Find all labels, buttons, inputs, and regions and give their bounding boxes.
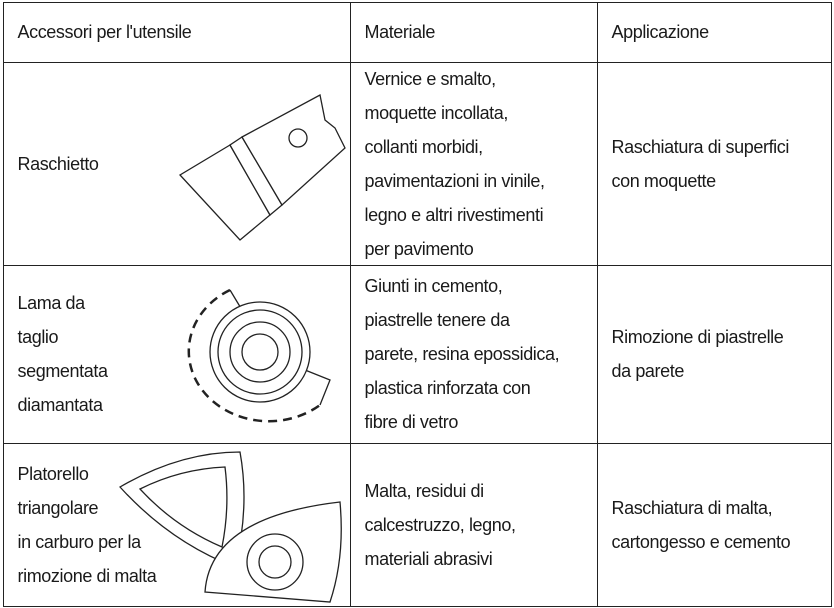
cell-text: da parete <box>611 361 685 381</box>
cell-text: piastrelle tenere da <box>364 310 511 330</box>
cell-text: per pavimento <box>364 238 474 259</box>
cell-text: parete, resina epossidica, <box>364 344 560 364</box>
triangle-pad-illustration <box>118 451 342 603</box>
cell-text: moquette incollata, <box>364 102 509 123</box>
cell-text: fibre di vetro <box>364 412 459 432</box>
cell-text: Giunti in cemento, <box>364 276 503 296</box>
table-cell: Lama da taglio segmentata diamantata <box>2 264 351 444</box>
cell-text: pavimentazioni in vinile, <box>364 170 546 191</box>
table-cell: Vernice e smalto, moquette incollata, coll… <box>349 61 598 266</box>
cell-text: rimozione di malta <box>17 565 157 586</box>
cell-text: materiali abrasivi <box>364 548 493 569</box>
cell-text: plastica rinforzata con <box>364 378 531 398</box>
cell-text: Applicazione <box>611 22 710 42</box>
header-cell: Materiale <box>349 1 598 63</box>
cell-text: Raschiatura di malta, <box>611 497 773 518</box>
table-cell: Platorello triangolare in carburo per la ri… <box>2 442 351 607</box>
table-cell: Malta, residui di calcestruzzo, legno, mat… <box>349 442 598 607</box>
cell-text: in carburo per la <box>17 531 142 552</box>
cell-text: Materiale <box>364 22 436 42</box>
cell-text: collanti morbidi, <box>364 136 484 157</box>
table-cell: Rimozione di piastrelle da parete <box>596 264 832 444</box>
table-cell: Giunti in cemento, piastrelle tenere da pa… <box>349 264 598 444</box>
cell-text: con moquette <box>611 170 717 191</box>
table-cell: Raschiatura di malta, cartongesso e cemen… <box>596 442 832 607</box>
cell-text: Malta, residui di <box>364 480 485 501</box>
cell-text: Platorello <box>17 463 89 484</box>
cell-text: Accessori per l'utensile <box>17 22 192 42</box>
cell-text: Lama da <box>17 293 86 313</box>
cell-text: Raschietto <box>17 153 99 174</box>
cell-text: Raschiatura di superfici <box>611 136 790 157</box>
diamond-blade-illustration <box>187 288 331 423</box>
header-cell: Applicazione <box>596 1 832 63</box>
cell-text: Vernice e smalto, <box>364 68 497 89</box>
header-cell: Accessori per l'utensile <box>2 1 351 63</box>
scraper-illustration <box>178 94 346 241</box>
cell-text: cartongesso e cemento <box>611 531 791 552</box>
cell-text: calcestruzzo, legno, <box>364 514 516 535</box>
cell-text: diamantata <box>17 395 103 415</box>
cell-text: Rimozione di piastrelle <box>611 327 784 347</box>
cell-text: segmentata <box>17 361 108 381</box>
cell-text: triangolare <box>17 497 99 518</box>
cell-text: legno e altri rivestimenti <box>364 204 544 225</box>
cell-text: taglio <box>17 327 59 347</box>
table-cell: Raschiatura di superfici con moquette <box>596 61 832 266</box>
